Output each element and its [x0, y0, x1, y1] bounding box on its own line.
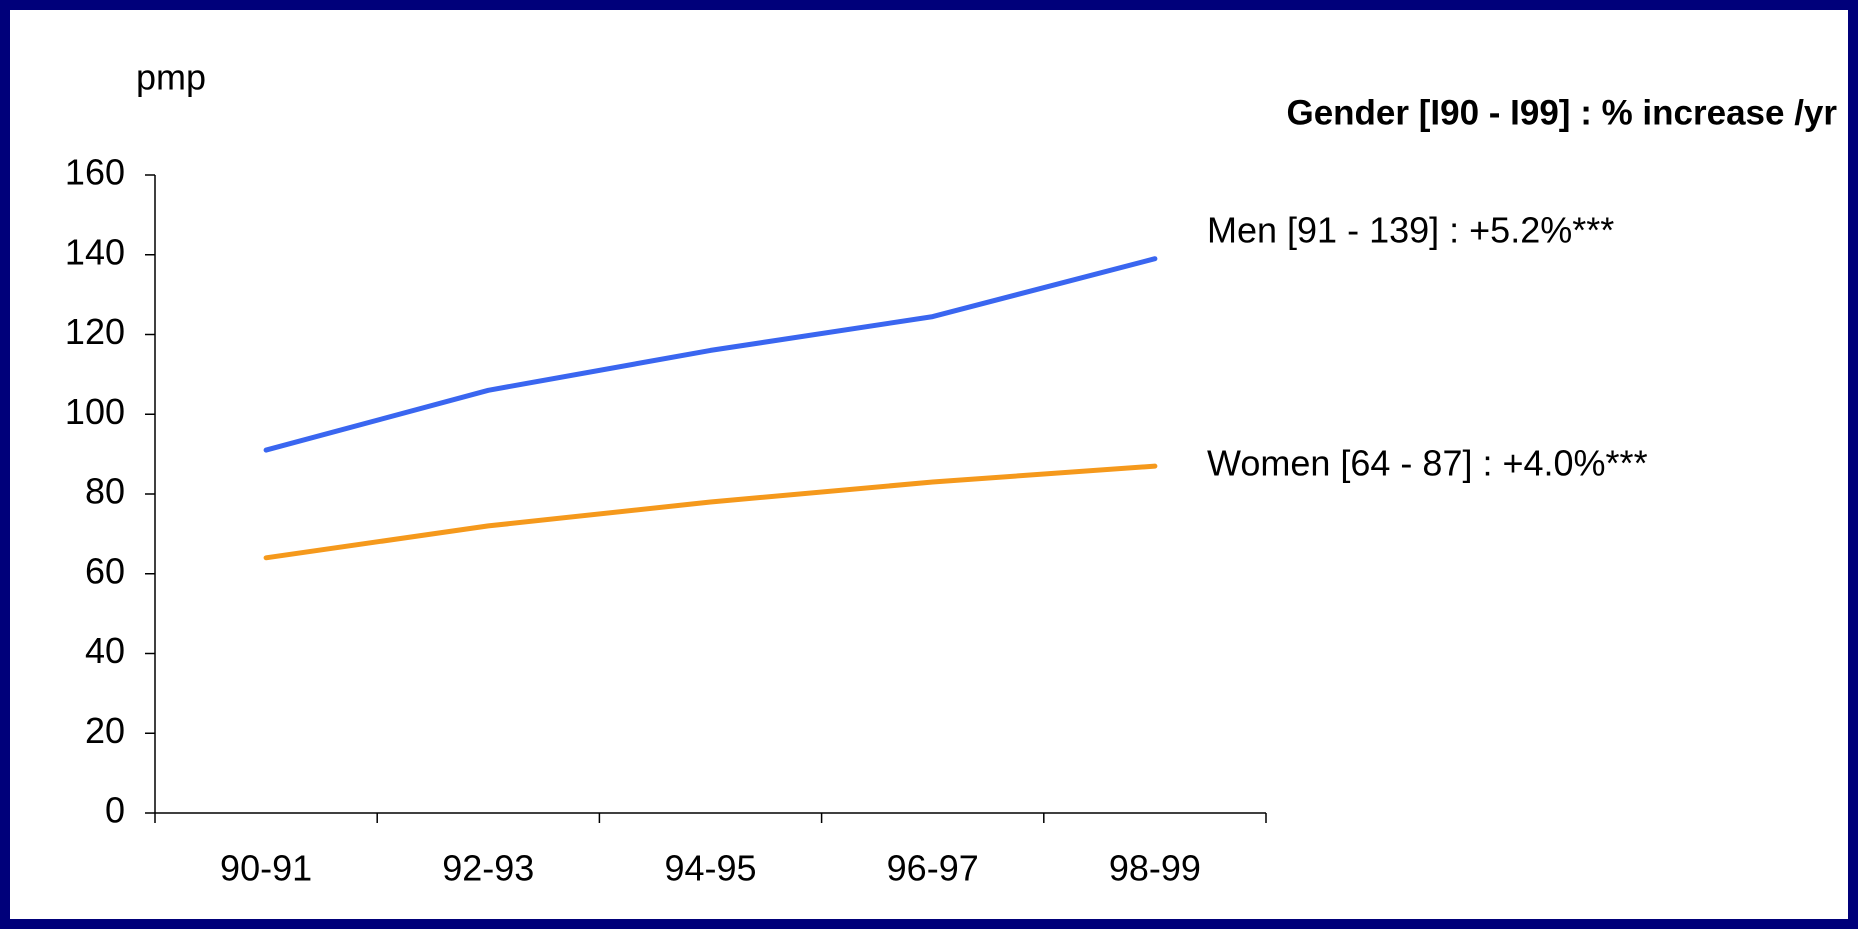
series-label: Men [91 - 139] : +5.2%***: [1207, 209, 1614, 250]
x-tick-label: 98-99: [1109, 848, 1201, 889]
series-line: [263, 256, 1158, 453]
y-tick-label: 120: [65, 311, 125, 352]
y-tick-label: 40: [85, 630, 125, 671]
y-tick-label: 160: [65, 152, 125, 193]
x-tick-label: 94-95: [664, 848, 756, 889]
x-tick-label: 92-93: [442, 848, 534, 889]
x-tick-label: 96-97: [887, 848, 979, 889]
y-tick-label: 0: [105, 790, 125, 831]
chart-title: Gender [I90 - I99] : % increase /yr: [1286, 93, 1837, 132]
y-tick-label: 20: [85, 710, 125, 751]
y-axis-label: pmp: [136, 57, 206, 98]
y-tick-label: 60: [85, 550, 125, 591]
y-tick-label: 140: [65, 231, 125, 272]
series-label: Women [64 - 87] : +4.0%***: [1207, 443, 1648, 484]
y-tick-label: 100: [65, 391, 125, 432]
y-tick-label: 80: [85, 471, 125, 512]
x-tick-label: 90-91: [220, 848, 312, 889]
series-line: [263, 463, 1158, 561]
